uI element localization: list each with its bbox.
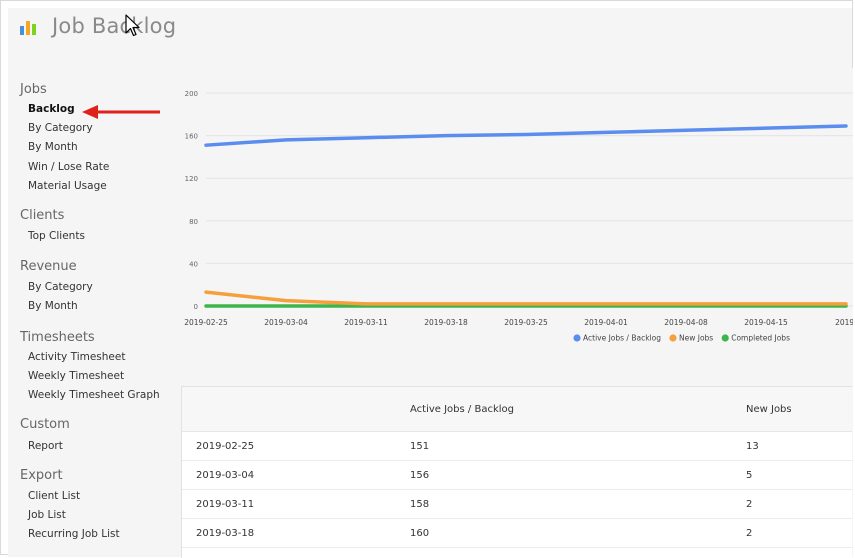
sidebar-section-clients: Clients bbox=[20, 208, 65, 223]
x-tick-label: 2019-03-11 bbox=[344, 318, 388, 327]
x-tick-label: 2019-03-18 bbox=[424, 318, 468, 327]
sidebar-section-custom: Custom bbox=[20, 417, 70, 432]
column-header[interactable]: Active Jobs / Backlog bbox=[410, 404, 514, 415]
legend-label: Active Jobs / Backlog bbox=[583, 334, 661, 343]
sidebar: Jobs Backlog By Category By Month Win / Lose… bbox=[8, 68, 160, 557]
sidebar-section-revenue: Revenue bbox=[20, 259, 77, 274]
table-row: 2019-03-11 158 2 bbox=[182, 490, 852, 519]
x-tick-label: 2019-04-15 bbox=[744, 318, 788, 327]
table-cell: 2019-03-04 bbox=[196, 470, 255, 481]
page-title: Job Backlog bbox=[52, 14, 177, 38]
table-row: 2019-02-25 151 13 bbox=[182, 432, 852, 461]
table-cell: 2 bbox=[746, 528, 753, 539]
table-cell: 156 bbox=[410, 470, 430, 481]
red-arrow-icon bbox=[82, 105, 162, 119]
table-cell: 5 bbox=[746, 470, 753, 481]
y-tick-label: 120 bbox=[185, 175, 198, 183]
y-tick-label: 200 bbox=[185, 90, 198, 98]
sidebar-item-by-category[interactable]: By Category bbox=[28, 281, 93, 293]
sidebar-item-weekly-timesheet-graph[interactable]: Weekly Timesheet Graph bbox=[28, 389, 160, 402]
x-tick-label: 2019-02-25 bbox=[184, 318, 228, 327]
legend-label: Completed Jobs bbox=[731, 334, 790, 343]
sidebar-item-by-month[interactable]: By Month bbox=[28, 300, 78, 313]
column-header[interactable]: New Jobs bbox=[746, 404, 792, 415]
y-tick-label: 0 bbox=[194, 303, 198, 311]
table-row: 2019-03-04 156 5 bbox=[182, 461, 852, 490]
table-cell: 2019-03-18 bbox=[196, 528, 255, 539]
sidebar-section-export: Export bbox=[20, 468, 63, 483]
series-line-new-jobs bbox=[204, 290, 848, 306]
y-tick-label: 160 bbox=[185, 133, 198, 141]
icon-bar-1 bbox=[20, 26, 24, 35]
sidebar-section-timesheets: Timesheets bbox=[20, 330, 95, 345]
icon-bar-3 bbox=[32, 24, 36, 35]
table-cell: 2 bbox=[746, 499, 753, 510]
table-cell: 2019-03-11 bbox=[196, 499, 255, 510]
mouse-cursor-icon bbox=[125, 14, 140, 37]
legend-label: New Jobs bbox=[679, 334, 713, 343]
backlog-line-chart: 0 40 80 120 160 200 2019-02-25 2019-03-04 2019-0… bbox=[184, 90, 853, 343]
sidebar-item-job-list[interactable]: Job List bbox=[28, 509, 66, 522]
legend-swatch bbox=[721, 334, 729, 342]
table-row: 2019-03-18 160 2 bbox=[182, 519, 852, 548]
sidebar-item-client-list[interactable]: Client List bbox=[28, 490, 81, 502]
sidebar-item-backlog[interactable]: Backlog bbox=[28, 103, 75, 115]
sidebar-item-recurring-job-list[interactable]: Recurring Job List bbox=[28, 528, 120, 541]
y-tick-label: 80 bbox=[189, 218, 198, 226]
app-header bbox=[8, 8, 853, 68]
sidebar-item-report[interactable]: Report bbox=[28, 440, 63, 452]
sidebar-item-material-usage[interactable]: Material Usage bbox=[28, 179, 107, 192]
table-cell: 2019-02-25 bbox=[196, 441, 255, 452]
table-cell: 13 bbox=[746, 441, 759, 452]
series-line-active-jobs-backlog bbox=[204, 124, 848, 147]
y-tick-label: 40 bbox=[189, 260, 198, 268]
x-tick-label: 2019-04-08 bbox=[664, 318, 708, 327]
sidebar-item-top-clients[interactable]: Top Clients bbox=[28, 230, 85, 242]
sidebar-item-by-month[interactable]: By Month bbox=[28, 141, 78, 154]
table-cell: 151 bbox=[410, 441, 430, 452]
x-tick-label: 2019-03-04 bbox=[264, 318, 308, 327]
legend-swatch bbox=[573, 334, 581, 342]
icon-bar-2 bbox=[26, 21, 30, 35]
sidebar-item-by-category[interactable]: By Category bbox=[28, 122, 93, 135]
sidebar-item-activity-timesheet[interactable]: Activity Timesheet bbox=[28, 351, 126, 363]
sidebar-item-win-lose-rate[interactable]: Win / Lose Rate bbox=[28, 160, 110, 173]
table-cell: 158 bbox=[410, 499, 430, 510]
bar-chart-icon bbox=[20, 21, 36, 35]
table-cell: 160 bbox=[410, 528, 430, 539]
sidebar-item-weekly-timesheet[interactable]: Weekly Timesheet bbox=[28, 370, 125, 383]
sidebar-section-jobs: Jobs bbox=[20, 82, 47, 97]
table-header: Active Jobs / Backlog New Jobs bbox=[182, 387, 852, 432]
x-tick-label: 2019- bbox=[835, 318, 853, 327]
backlog-table: Active Jobs / Backlog New Jobs 2019-02-25 1… bbox=[181, 386, 852, 558]
x-tick-label: 2019-03-25 bbox=[504, 318, 548, 327]
x-tick-label: 2019-04-01 bbox=[584, 318, 628, 327]
legend-swatch bbox=[669, 334, 677, 342]
